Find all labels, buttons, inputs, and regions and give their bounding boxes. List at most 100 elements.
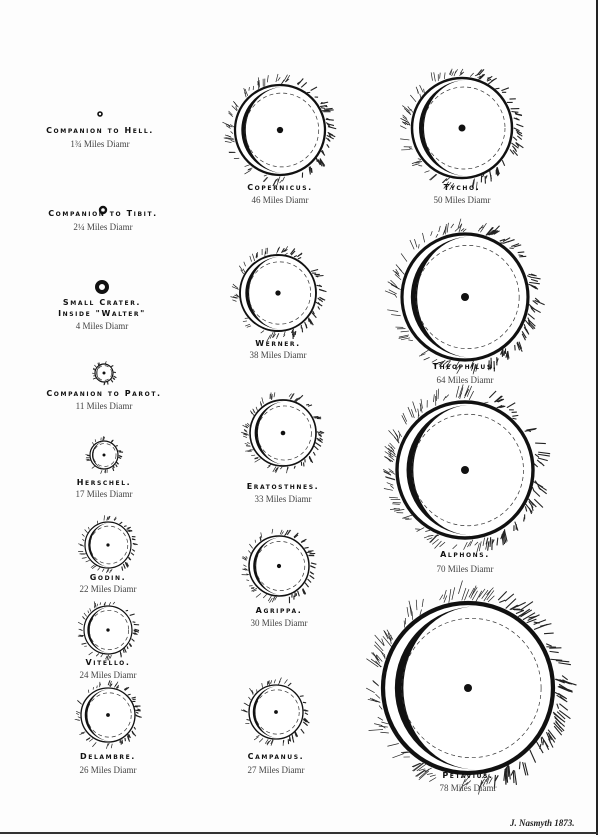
rampart-hatch	[259, 401, 262, 406]
rampart-hatch	[300, 540, 306, 543]
rampart-hatch	[412, 762, 424, 772]
rampart-hatch	[475, 363, 479, 372]
rampart-hatch	[503, 350, 506, 356]
rampart-hatch	[374, 641, 384, 652]
rampart-hatch	[133, 630, 137, 633]
rampart-hatch	[537, 457, 548, 462]
rampart-hatch	[538, 451, 551, 455]
rampart-hatch	[94, 602, 97, 608]
rampart-hatch	[509, 149, 515, 155]
rampart-hatch	[327, 123, 331, 127]
rampart-hatch	[225, 137, 234, 140]
rampart-hatch	[325, 118, 334, 121]
rampart-hatch	[448, 588, 452, 603]
rampart-hatch	[408, 339, 413, 342]
crater-name: Delambre.	[80, 752, 136, 761]
rampart-hatch	[132, 543, 136, 546]
rampart-hatch	[419, 609, 422, 616]
rampart-hatch	[93, 601, 96, 607]
rampart-hatch	[81, 557, 86, 559]
rampart-hatch	[443, 595, 448, 603]
rampart-hatch	[448, 70, 452, 75]
rampart-hatch	[108, 656, 110, 661]
rampart-hatch	[294, 732, 297, 737]
rampart-hatch	[243, 702, 249, 707]
rampart-hatch	[244, 92, 247, 98]
rampart-hatch	[388, 289, 397, 295]
rampart-hatch	[242, 320, 248, 322]
rampart-hatch	[99, 602, 102, 606]
rampart-hatch	[433, 394, 435, 403]
rampart-hatch	[81, 642, 87, 645]
crater-rim	[97, 111, 103, 117]
rampart-hatch	[274, 596, 277, 601]
crater-name: Theophilus.	[432, 362, 498, 371]
rampart-hatch	[94, 439, 97, 442]
rampart-hatch	[115, 464, 118, 468]
rampart-hatch	[454, 361, 460, 368]
rampart-hatch	[279, 529, 283, 535]
rampart-hatch	[133, 726, 137, 730]
crater-name: Vitello.	[85, 658, 131, 667]
rampart-hatch	[462, 782, 469, 787]
rampart-hatch	[317, 439, 323, 444]
rampart-hatch	[106, 516, 109, 521]
rampart-hatch	[230, 124, 235, 128]
rampart-hatch	[496, 167, 500, 175]
rampart-hatch	[412, 762, 422, 768]
rampart-hatch	[242, 433, 247, 436]
rampart-hatch	[290, 393, 295, 400]
rampart-hatch	[516, 123, 524, 128]
rampart-hatch	[100, 653, 104, 658]
rampart-hatch	[111, 439, 114, 442]
rampart-hatch	[533, 463, 539, 468]
rampart-hatch	[381, 721, 389, 725]
rampart-hatch	[99, 683, 102, 687]
rampart-hatch	[121, 566, 124, 571]
rampart-hatch	[515, 113, 523, 117]
rampart-hatch	[260, 536, 262, 541]
rampart-hatch	[74, 718, 80, 721]
central-peak	[461, 293, 469, 301]
crater-diameter: 78 Miles Diamr	[439, 783, 497, 793]
rampart-hatch	[123, 687, 128, 691]
rampart-hatch	[302, 589, 305, 594]
rampart-hatch	[469, 72, 474, 77]
crater-diameter: 1¾ Miles Diamr	[70, 139, 130, 149]
rampart-hatch	[288, 735, 292, 742]
crater-name: Werner.	[255, 339, 301, 348]
rampart-hatch	[304, 321, 308, 329]
rampart-hatch	[283, 331, 286, 336]
rampart-hatch	[375, 693, 381, 699]
rampart-hatch	[416, 769, 426, 777]
rampart-hatch	[243, 709, 247, 712]
rampart-hatch	[265, 247, 267, 255]
terrace-ring	[244, 92, 320, 168]
rampart-hatch	[284, 529, 289, 536]
rampart-hatch	[127, 734, 130, 738]
rampart-hatch	[499, 238, 506, 242]
rampart-hatch	[318, 434, 322, 438]
rampart-hatch	[523, 517, 525, 522]
rampart-hatch	[105, 361, 107, 364]
rampart-hatch	[238, 265, 244, 271]
crater-agrippa	[241, 528, 317, 604]
central-peak	[276, 126, 284, 134]
rampart-hatch	[234, 294, 240, 298]
rampart-hatch	[282, 249, 286, 253]
rampart-hatch	[383, 488, 393, 491]
rampart-hatch	[323, 105, 328, 108]
rampart-hatch	[548, 738, 554, 748]
rampart-hatch	[524, 762, 529, 776]
rampart-hatch	[429, 774, 436, 777]
rampart-hatch	[543, 740, 550, 751]
rampart-hatch	[512, 417, 517, 420]
rampart-hatch	[132, 621, 136, 623]
rampart-hatch	[308, 457, 312, 463]
rampart-hatch	[517, 251, 525, 254]
rampart-hatch	[259, 536, 262, 542]
rampart-hatch	[401, 415, 407, 425]
rampart-hatch	[312, 451, 316, 456]
rampart-hatch	[297, 257, 302, 260]
crater-name: Companion to Hell.	[46, 126, 154, 135]
